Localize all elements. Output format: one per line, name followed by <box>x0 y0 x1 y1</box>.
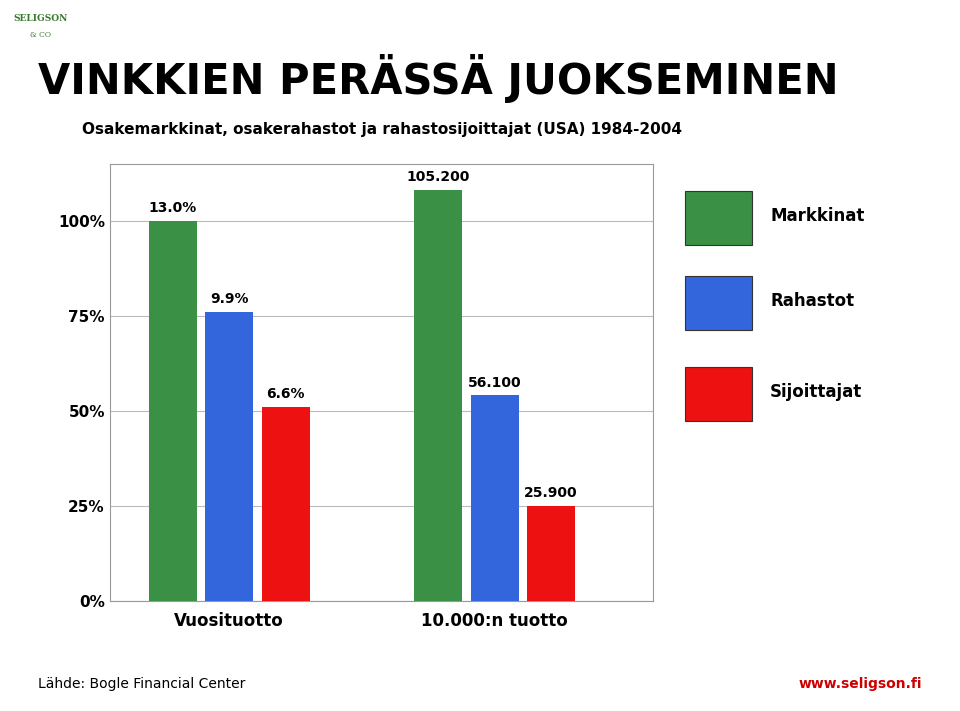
Bar <box>149 220 197 601</box>
Bar <box>205 312 253 601</box>
Text: 105.200: 105.200 <box>406 171 469 184</box>
Bar <box>527 506 575 601</box>
Text: Markkinat: Markkinat <box>770 207 865 225</box>
Bar <box>684 276 752 330</box>
Text: 13.0%: 13.0% <box>149 201 197 215</box>
Text: & CO: & CO <box>30 31 51 39</box>
Text: Lähde: Bogle Financial Center: Lähde: Bogle Financial Center <box>38 678 246 691</box>
Text: Sijoittajat: Sijoittajat <box>770 383 862 402</box>
Text: Osakemarkkinat, osakerahastot ja rahastosijoittajat (USA) 1984-2004: Osakemarkkinat, osakerahastot ja rahasto… <box>82 122 682 137</box>
Bar <box>261 407 309 601</box>
Text: 9.9%: 9.9% <box>210 292 249 306</box>
Text: 6.6%: 6.6% <box>266 387 305 401</box>
Bar <box>0 0 82 48</box>
Text: VINKKIEN PERÄSSÄ JUOKSEMINEN: VINKKIEN PERÄSSÄ JUOKSEMINEN <box>38 54 839 102</box>
Text: 25.900: 25.900 <box>524 486 578 500</box>
Bar <box>470 395 518 601</box>
Text: SELIGSON: SELIGSON <box>13 14 67 23</box>
Bar <box>684 367 752 421</box>
Text: 56.100: 56.100 <box>468 376 521 390</box>
Bar <box>414 190 462 601</box>
Text: Rahastot: Rahastot <box>770 292 854 311</box>
Text: www.seligson.fi: www.seligson.fi <box>798 678 922 691</box>
Text: Yksinkertainen on tehokasta.: Yksinkertainen on tehokasta. <box>690 14 936 31</box>
Bar <box>684 191 752 245</box>
